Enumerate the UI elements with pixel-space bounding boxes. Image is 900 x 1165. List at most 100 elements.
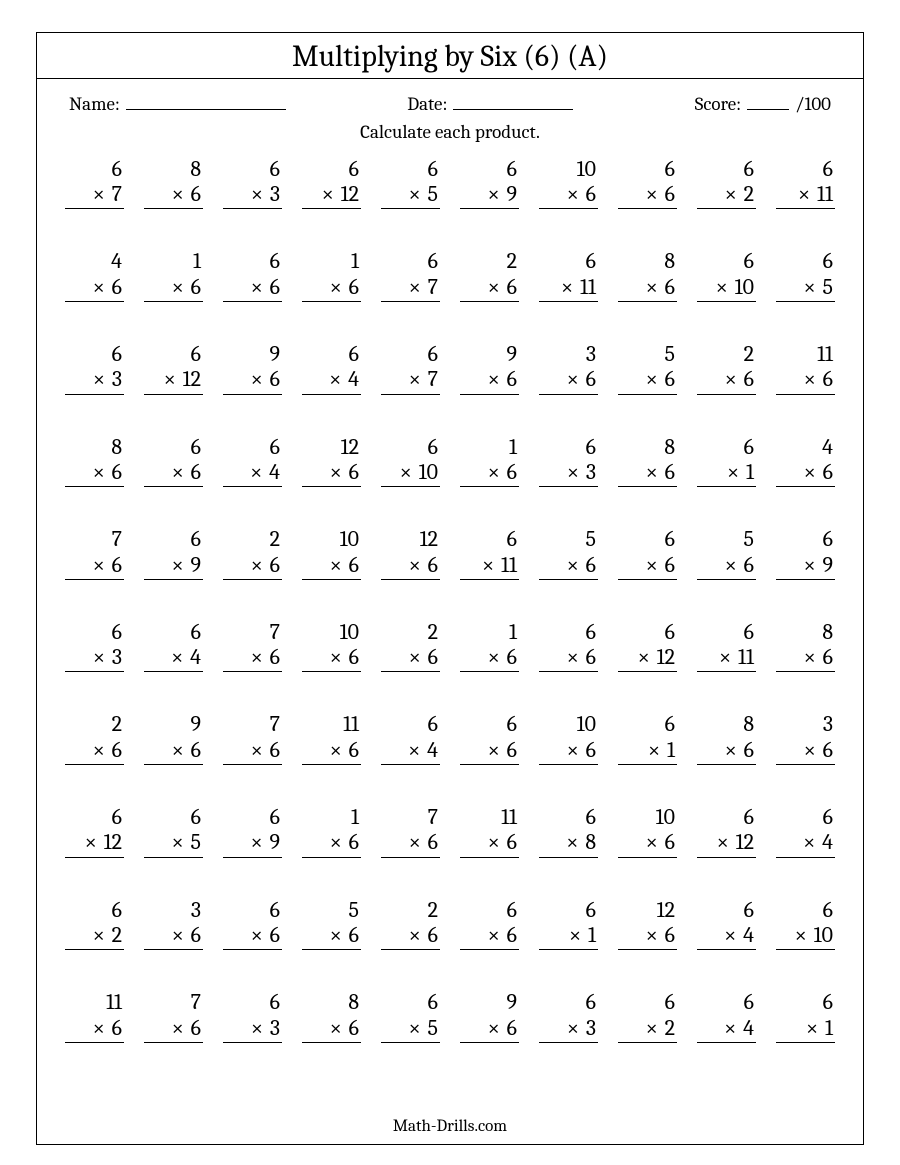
multiplier-row: × 12 [618,645,677,672]
multiplicand: 11 [302,712,361,737]
multiplicand: 6 [539,990,598,1015]
problem: 6× 3 [223,990,282,1043]
multiply-icon: × [172,459,186,485]
multiply-icon: × [488,644,502,670]
multiplicand: 9 [460,990,519,1015]
problem: 6× 6 [223,249,282,302]
multiply-icon: × [488,829,502,855]
multiplicand: 6 [776,898,835,923]
multiplicand: 6 [381,157,440,182]
name-label: Name: [69,93,120,115]
multiply-icon: × [172,829,186,855]
multiply-icon: × [724,922,738,948]
multiply-icon: × [330,922,344,948]
date-blank[interactable] [453,89,573,110]
multiplicand: 7 [381,805,440,830]
multiplier-row: × 6 [539,182,598,209]
problem: 6× 2 [65,898,124,951]
problem: 6× 3 [65,342,124,395]
problem: 3× 6 [539,342,598,395]
multiplier-row: × 6 [302,1016,361,1043]
date-field: Date: [407,89,573,115]
multiply-icon: × [172,922,186,948]
problem: 2× 6 [381,898,440,951]
multiply-icon: × [172,737,186,763]
multiply-icon: × [727,459,741,485]
problem: 6× 6 [223,898,282,951]
multiplicand: 1 [460,435,519,460]
multiply-icon: × [795,922,809,948]
multiplier-row: × 6 [618,923,677,950]
multiply-icon: × [798,181,812,207]
multiplier-row: × 6 [223,553,282,580]
multiplier-row: × 1 [776,1016,835,1043]
problem: 11× 6 [302,712,361,765]
multiply-icon: × [569,922,583,948]
multiplicand: 9 [223,342,282,367]
multiplicand: 8 [697,712,756,737]
multiplicand: 6 [618,620,677,645]
multiplier-row: × 6 [144,738,203,765]
multiply-icon: × [646,922,660,948]
problem: 8× 6 [618,435,677,488]
multiply-icon: × [638,644,652,670]
multiplicand: 6 [460,157,519,182]
problem: 5× 6 [697,527,756,580]
multiplier-row: × 6 [539,645,598,672]
multiply-icon: × [330,459,344,485]
multiplicand: 3 [776,712,835,737]
multiplier-row: × 6 [381,830,440,857]
meta-row: Name: Date: Score: /100 [59,89,841,121]
multiplier-row: × 4 [144,645,203,672]
multiplicand: 8 [65,435,124,460]
multiplicand: 3 [539,342,598,367]
multiply-icon: × [251,366,265,392]
problem: 12× 6 [381,527,440,580]
problem: 6× 7 [65,157,124,210]
problem: 10× 6 [539,157,598,210]
multiplier-row: × 1 [618,738,677,765]
multiply-icon: × [400,459,414,485]
multiplier-row: × 6 [65,553,124,580]
multiplicand: 4 [65,249,124,274]
multiplicand: 6 [65,898,124,923]
problem: 6× 1 [776,990,835,1043]
multiplicand: 7 [65,527,124,552]
multiplier-row: × 6 [302,738,361,765]
problem: 6× 12 [302,157,361,210]
multiplicand: 12 [302,435,361,460]
multiplicand: 6 [460,527,519,552]
multiply-icon: × [561,274,575,300]
multiplier-row: × 6 [460,275,519,302]
multiplicand: 6 [618,712,677,737]
problem: 6× 1 [697,435,756,488]
problem: 2× 6 [697,342,756,395]
problem: 6× 5 [144,805,203,858]
multiplicand: 10 [539,157,598,182]
multiplier-row: × 6 [460,1016,519,1043]
multiplier-row: × 11 [776,182,835,209]
footer-text: Math-Drills.com [37,1117,863,1136]
multiplier-row: × 9 [144,553,203,580]
multiply-icon: × [646,181,660,207]
name-blank[interactable] [126,89,286,110]
problem: 6× 4 [697,990,756,1043]
multiplier-row: × 6 [618,367,677,394]
multiplicand: 6 [302,157,361,182]
score-blank[interactable] [747,89,789,110]
problem: 9× 6 [223,342,282,395]
multiply-icon: × [487,181,501,207]
problem: 7× 6 [381,805,440,858]
problem-grid: 6× 78× 66× 36× 126× 56× 910× 66× 66× 26×… [59,157,841,1043]
multiplier-row: × 6 [697,367,756,394]
multiplier-row: × 6 [65,1016,124,1043]
multiplier-row: × 6 [223,367,282,394]
multiplicand: 6 [776,805,835,830]
multiplicand: 5 [697,527,756,552]
problem: 1× 6 [144,249,203,302]
problem: 6× 5 [381,990,440,1043]
multiplicand: 6 [697,620,756,645]
multiplicand: 7 [223,712,282,737]
problem: 12× 6 [302,435,361,488]
problem: 6× 6 [618,527,677,580]
